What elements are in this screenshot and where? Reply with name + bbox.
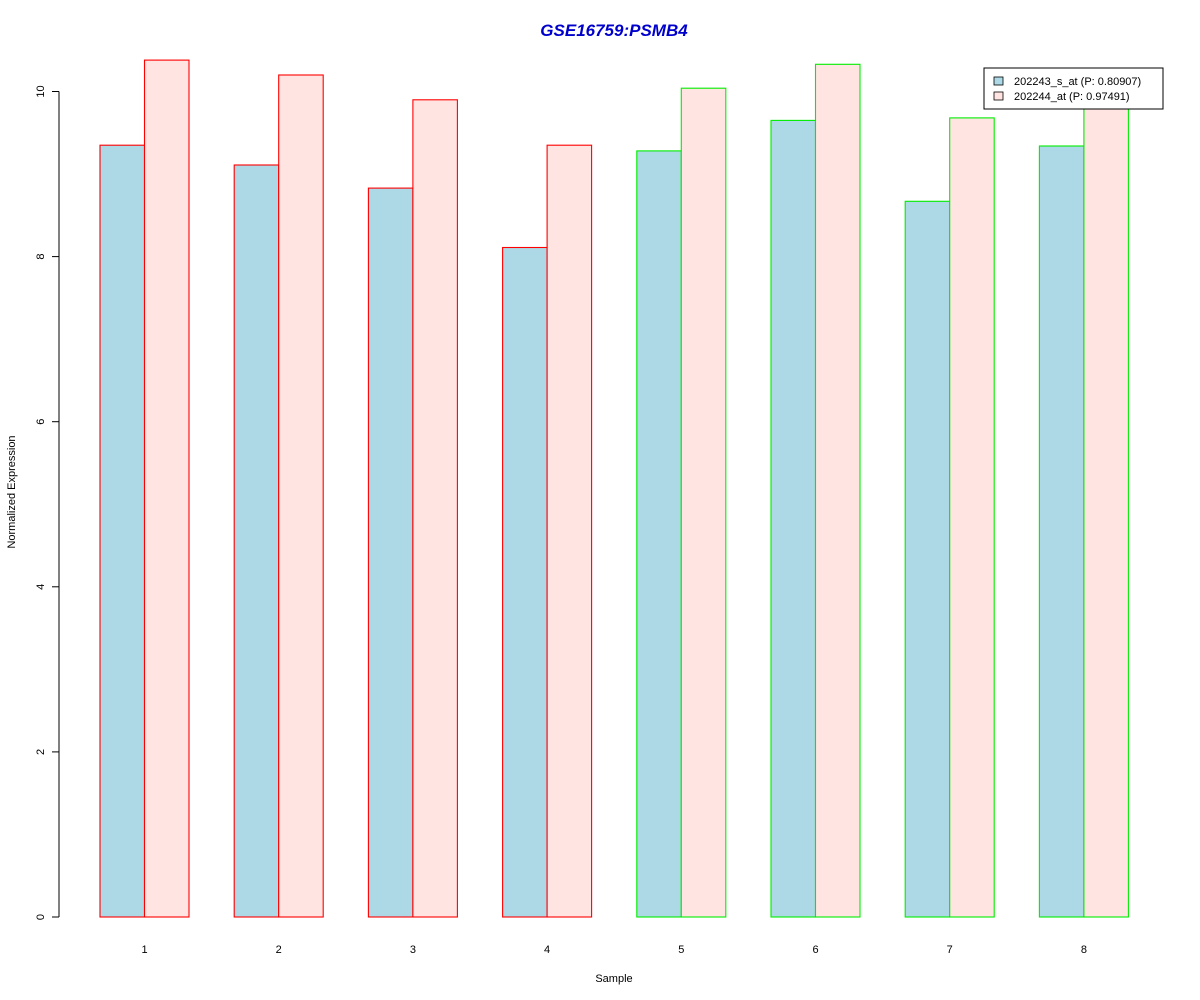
bar-1-series-2 [143, 59, 190, 918]
bar-5-series-1 [636, 150, 682, 918]
bar-6-series-1 [770, 119, 817, 918]
legend-label-1: 202243_s_at (P: 0.80907) [1014, 76, 1141, 88]
x-tick-label-8: 8 [1081, 944, 1087, 956]
bar-5-series-2 [680, 87, 727, 918]
x-tick-label-2: 2 [276, 944, 282, 956]
y-tick-label-10: 10 [35, 85, 47, 97]
bars-layer [99, 59, 1129, 918]
y-tick-label-0: 0 [35, 914, 47, 920]
bar-6-series-2 [814, 63, 861, 918]
x-tick-label-7: 7 [947, 944, 953, 956]
legend-swatch-1 [993, 76, 1004, 86]
bar-4-series-2 [546, 144, 593, 918]
bar-8-series-1 [1038, 145, 1085, 918]
x-axis-label: Sample [595, 973, 632, 985]
legend-box [983, 67, 1164, 110]
x-tick-label-1: 1 [141, 944, 147, 956]
legend: 202243_s_at (P: 0.80907) 202244_at (P: 0.… [983, 67, 1164, 110]
x-tick-label-6: 6 [812, 944, 818, 956]
bar-2-series-2 [278, 74, 324, 918]
legend-label-2: 202244_at (P: 0.97491) [1014, 91, 1130, 103]
bar-8-series-2 [1083, 99, 1129, 918]
bar-7-series-1 [904, 200, 951, 918]
legend-swatch-2 [993, 91, 1004, 101]
bar-3-series-2 [412, 99, 458, 918]
y-tick-label-8: 8 [35, 254, 47, 260]
x-axis: 1 2 3 4 5 6 7 8 [141, 944, 1087, 956]
chart-title: GSE16759:PSMB4 [540, 21, 688, 40]
y-axis: 0 2 4 6 8 10 [35, 85, 60, 920]
y-tick-label-4: 4 [35, 584, 47, 590]
x-tick-label-4: 4 [544, 944, 550, 956]
x-tick-label-5: 5 [678, 944, 684, 956]
bar-2-series-1 [233, 164, 280, 918]
y-tick-label-6: 6 [35, 419, 47, 425]
bar-7-series-2 [949, 117, 995, 918]
x-tick-label-3: 3 [410, 944, 416, 956]
y-axis-label: Normalized Expression [6, 435, 18, 548]
bar-3-series-1 [367, 187, 414, 918]
y-tick-label-2: 2 [35, 749, 47, 755]
bar-1-series-1 [99, 144, 146, 918]
bar-4-series-1 [502, 246, 548, 918]
